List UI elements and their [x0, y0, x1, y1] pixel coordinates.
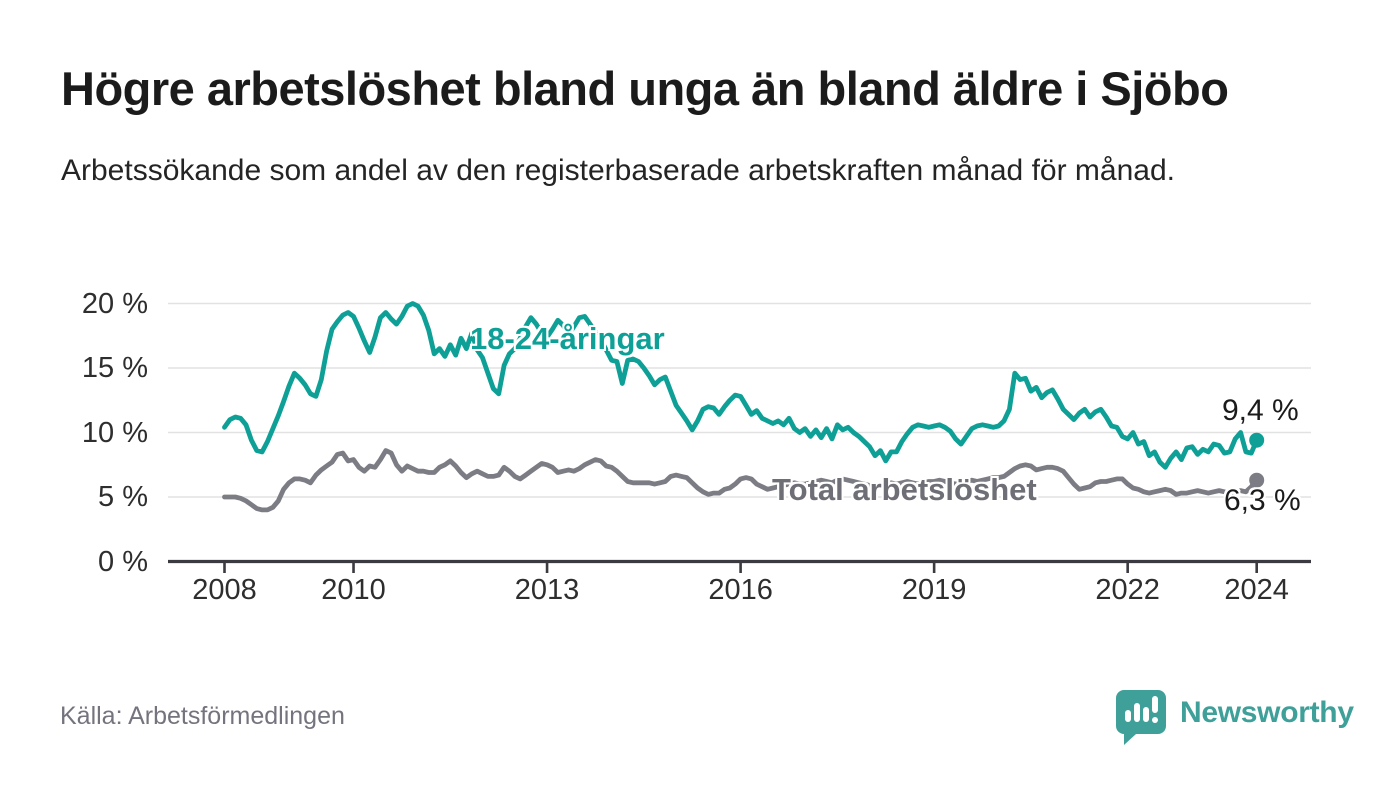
series-label-total: Total arbetslöshet	[772, 472, 1037, 507]
x-axis-label: 2024	[1224, 574, 1289, 606]
series-line	[222, 448, 1260, 513]
y-axis-label: 10 %	[81, 416, 148, 449]
series-end-dot	[1249, 472, 1265, 488]
y-axis-label: 15 %	[81, 352, 148, 384]
series-line	[222, 301, 1260, 470]
x-axis-label: 2019	[901, 574, 967, 606]
chart-title: Högre arbetslöshet bland unga än bland ä…	[61, 62, 1229, 115]
y-axis-label: 0 %	[98, 545, 148, 578]
x-axis-label: 2010	[321, 574, 386, 606]
series-end-dot	[1249, 432, 1265, 448]
x-axis-label: 2008	[192, 574, 257, 606]
brand-lockup: Newsworthy	[1114, 688, 1354, 746]
end-value-label-total: 6,3 %	[1224, 484, 1301, 517]
bar-chart-glyph	[1125, 696, 1158, 723]
series-label-youth: 18-24-åringar	[470, 321, 665, 356]
x-axis-label: 2022	[1095, 574, 1160, 606]
brand-name: Newsworthy	[1180, 696, 1354, 729]
y-axis-label: 5 %	[98, 481, 148, 513]
end-value-label-youth: 9,4 %	[1222, 394, 1299, 427]
source-note: Källa: Arbetsförmedlingen	[60, 702, 345, 730]
speech-bubble-shape	[1116, 690, 1166, 745]
newsworthy-logo-icon	[1116, 690, 1166, 745]
chart-subtitle: Arbetssökande som andel av den registerb…	[61, 154, 1175, 187]
y-axis-label: 20 %	[81, 287, 148, 320]
x-axis-label: 2013	[514, 574, 580, 606]
x-axis-label: 2016	[708, 574, 773, 606]
